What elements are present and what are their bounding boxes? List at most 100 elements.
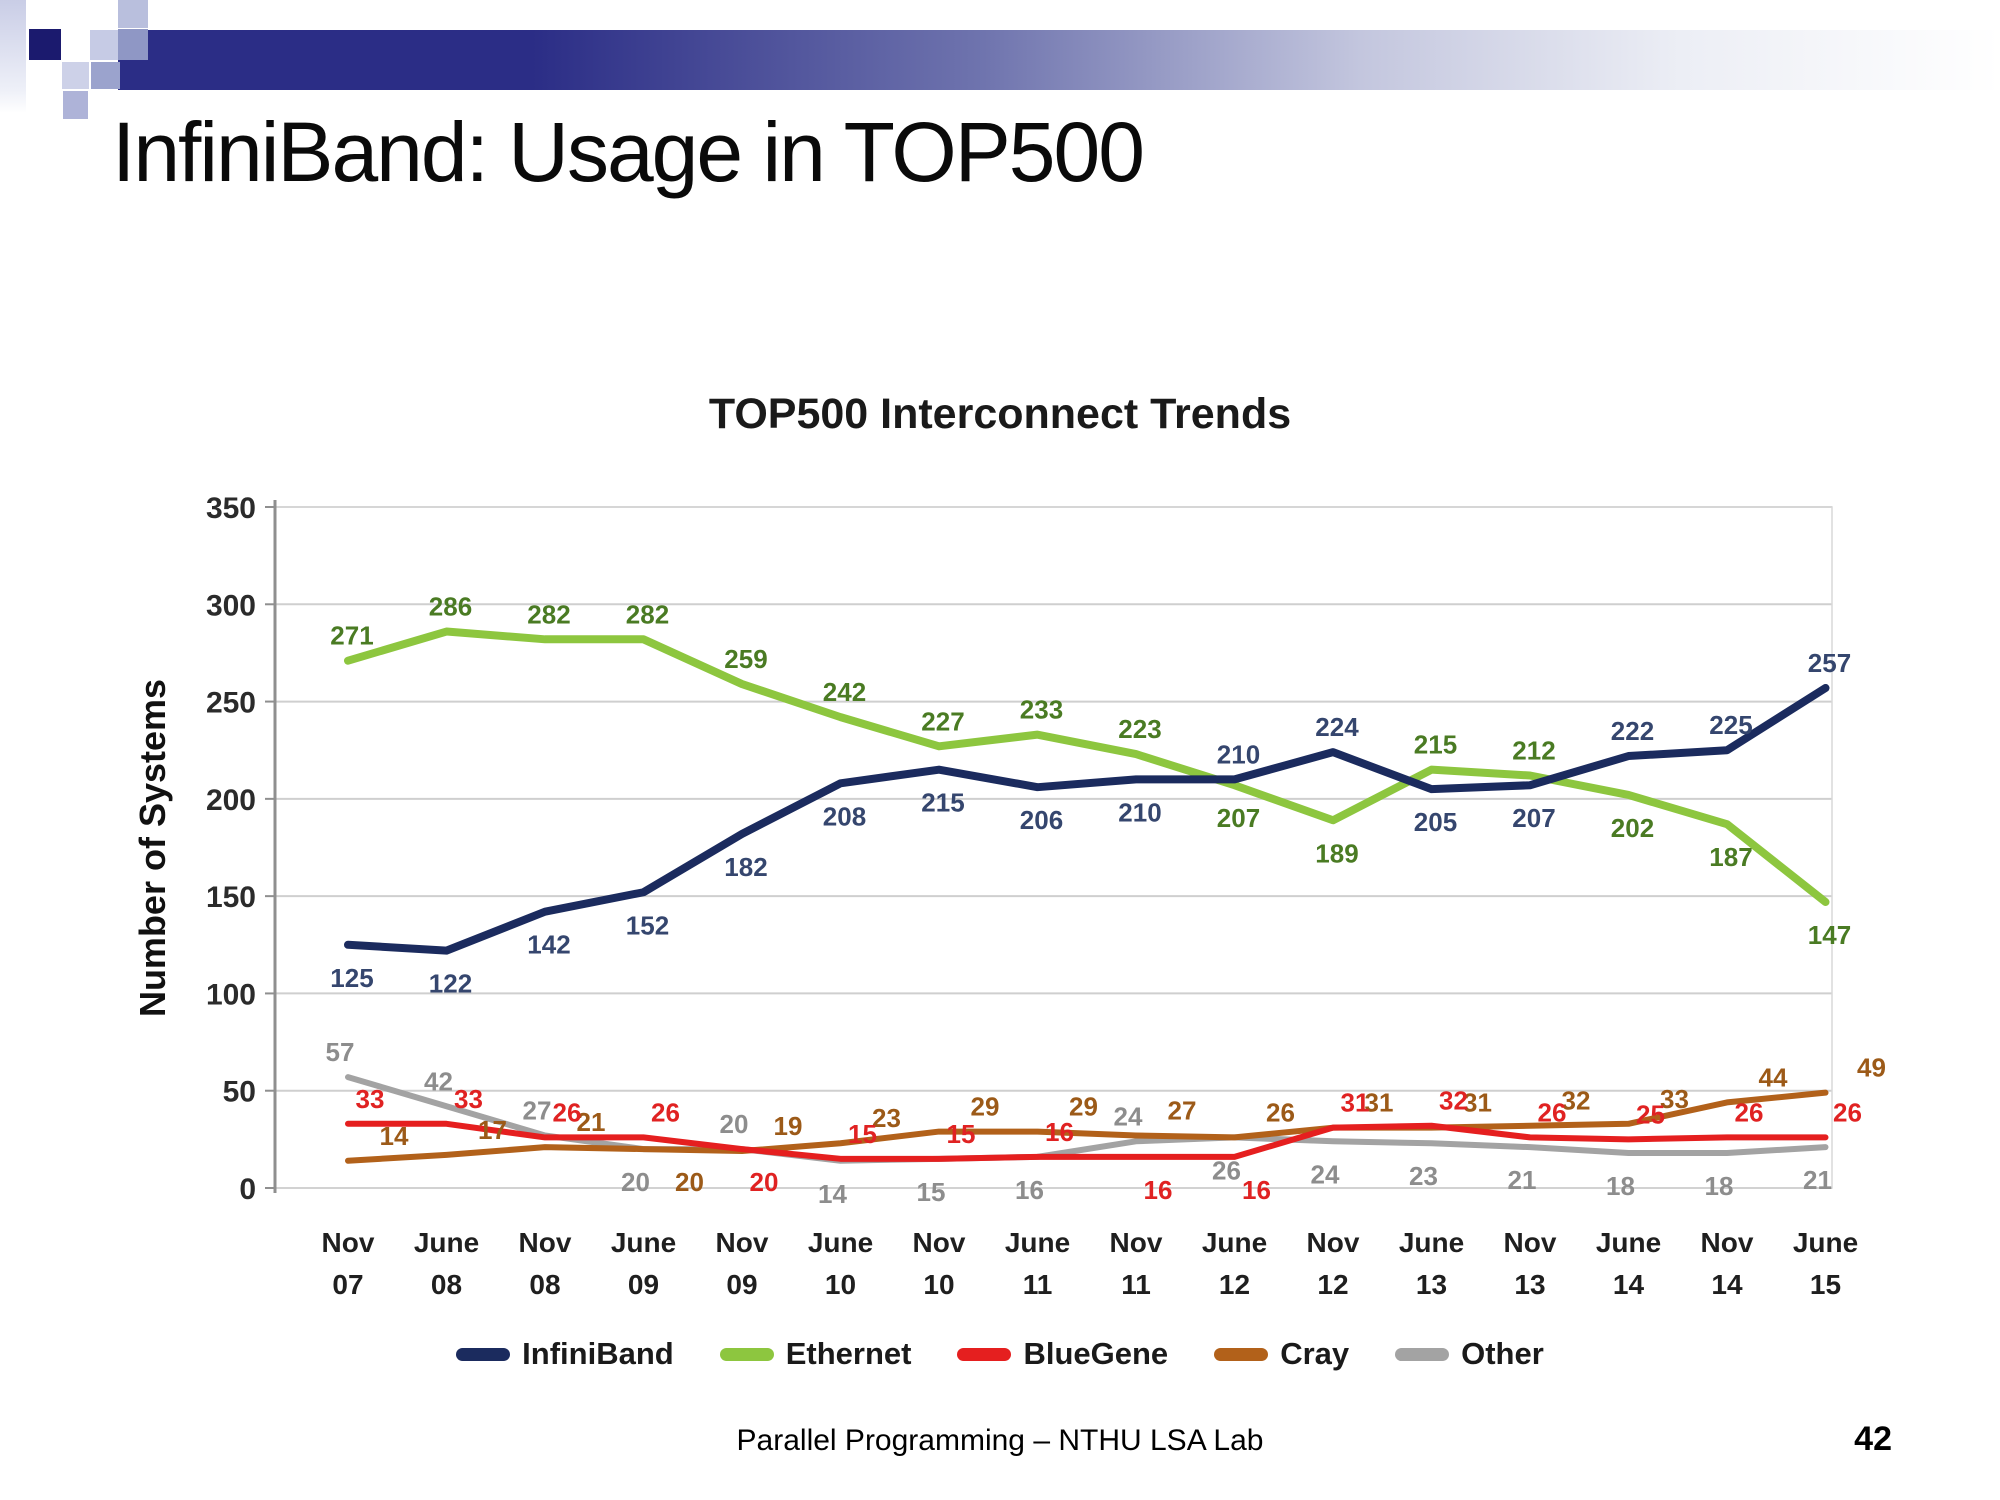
- legend-label: Other: [1461, 1336, 1544, 1371]
- data-label-Other: 18: [1705, 1171, 1734, 1201]
- data-label-Cray: 20: [675, 1167, 704, 1197]
- data-label-Other: 20: [621, 1167, 650, 1197]
- series-line-BlueGene: [345, 1120, 1829, 1162]
- x-tick-label: June 08: [414, 1227, 479, 1300]
- x-tick-label: June 14: [1596, 1227, 1661, 1300]
- y-tick-label: 250: [206, 687, 256, 720]
- data-label-Ethernet: 202: [1611, 813, 1654, 843]
- data-label-BlueGene: 16: [1045, 1117, 1074, 1147]
- decoration-square: [91, 62, 120, 89]
- data-label-Ethernet: 271: [330, 621, 373, 651]
- decoration-square: [63, 91, 88, 119]
- data-label-Cray: 44: [1759, 1062, 1788, 1092]
- series-line-InfiniBand: [344, 683, 1830, 955]
- data-label-Cray: 23: [872, 1103, 901, 1133]
- x-tick-label: Nov 08: [519, 1227, 572, 1300]
- y-tick-label: 300: [206, 589, 256, 622]
- data-label-InfiniBand: 142: [527, 930, 570, 960]
- x-tick-label: Nov 10: [913, 1227, 966, 1300]
- data-label-Cray: 19: [774, 1111, 803, 1141]
- data-label-BlueGene: 15: [947, 1119, 976, 1149]
- data-label-BlueGene: 33: [454, 1084, 483, 1114]
- data-label-Other: 16: [1015, 1175, 1044, 1205]
- page-number: 42: [1854, 1420, 1892, 1458]
- series-line-Cray: [345, 1089, 1829, 1164]
- data-label-InfiniBand: 257: [1808, 648, 1851, 678]
- data-label-Ethernet: 227: [921, 706, 964, 736]
- legend-swatch-icon: [957, 1347, 1012, 1361]
- data-label-BlueGene: 26: [1833, 1097, 1862, 1127]
- data-label-InfiniBand: 125: [330, 963, 373, 993]
- data-label-InfiniBand: 206: [1020, 805, 1063, 835]
- data-label-InfiniBand: 208: [823, 801, 866, 831]
- data-label-Ethernet: 189: [1315, 838, 1358, 868]
- data-label-BlueGene: 20: [750, 1167, 779, 1197]
- decoration-square: [90, 30, 120, 60]
- series-line-Ethernet: [344, 627, 1830, 906]
- data-label-Cray: 29: [1069, 1092, 1098, 1122]
- data-label-BlueGene: 26: [1735, 1097, 1764, 1127]
- x-tick-label: Nov 07: [322, 1227, 375, 1300]
- y-tick-label: 150: [206, 881, 256, 914]
- data-label-BlueGene: 32: [1439, 1086, 1468, 1116]
- data-label-InfiniBand: 122: [429, 969, 472, 999]
- data-label-BlueGene: 31: [1341, 1088, 1370, 1118]
- data-label-Other: 23: [1409, 1161, 1438, 1191]
- decoration-square: [118, 29, 148, 60]
- legend-item-BlueGene: BlueGene: [957, 1336, 1168, 1372]
- data-label-Cray: 49: [1857, 1053, 1886, 1083]
- data-label-Other: 26: [1212, 1155, 1241, 1185]
- decoration-square: [118, 0, 148, 28]
- footer-text: Parallel Programming – NTHU LSA Lab: [736, 1424, 1264, 1457]
- y-tick-label: 350: [206, 492, 256, 525]
- data-label-Other: 20: [720, 1109, 749, 1139]
- data-label-Other: 15: [917, 1177, 946, 1207]
- data-label-Ethernet: 223: [1118, 714, 1161, 744]
- data-label-Ethernet: 215: [1414, 730, 1457, 760]
- data-label-Cray: 26: [1266, 1097, 1295, 1127]
- chart-legend: InfiniBand Ethernet BlueGene Cray Other: [0, 1336, 2000, 1372]
- page-title: InfiniBand: Usage in TOP500: [112, 105, 1145, 199]
- data-label-Ethernet: 212: [1512, 736, 1555, 766]
- data-label-BlueGene: 26: [553, 1097, 582, 1127]
- plot-border: [274, 506, 1833, 1189]
- legend-label: BlueGene: [1023, 1336, 1169, 1371]
- data-label-Ethernet: 282: [527, 599, 570, 629]
- data-label-Cray: 33: [1660, 1084, 1689, 1114]
- legend-swatch-icon: [1214, 1347, 1269, 1361]
- x-tick-label: Nov 12: [1307, 1227, 1360, 1300]
- data-label-InfiniBand: 152: [626, 910, 669, 940]
- data-label-Other: 24: [1114, 1101, 1143, 1131]
- data-label-InfiniBand: 207: [1512, 803, 1555, 833]
- data-label-Other: 14: [818, 1179, 847, 1209]
- data-label-Ethernet: 233: [1020, 695, 1063, 725]
- data-label-Ethernet: 207: [1217, 803, 1260, 833]
- y-tick-label: 50: [223, 1076, 256, 1109]
- chart-title: TOP500 Interconnect Trends: [708, 390, 1292, 438]
- data-label-BlueGene: 16: [1242, 1175, 1271, 1205]
- data-label-InfiniBand: 224: [1315, 712, 1359, 742]
- data-label-InfiniBand: 210: [1118, 797, 1161, 827]
- x-tick-label: June 15: [1793, 1227, 1858, 1300]
- legend-item-Ethernet: Ethernet: [719, 1336, 911, 1372]
- data-label-Other: 42: [424, 1066, 453, 1096]
- title-banner: [118, 30, 2000, 90]
- y-tick-label: 200: [206, 784, 256, 817]
- data-label-Other: 18: [1606, 1171, 1635, 1201]
- decoration-square: [62, 62, 89, 89]
- data-label-Ethernet: 259: [724, 644, 767, 674]
- x-tick-label: June 09: [611, 1227, 676, 1300]
- data-label-InfiniBand: 225: [1709, 710, 1752, 740]
- data-label-Other: 27: [523, 1095, 552, 1125]
- data-label-InfiniBand: 215: [921, 788, 964, 818]
- y-tick-label: 0: [239, 1173, 256, 1206]
- data-label-BlueGene: 15: [848, 1119, 877, 1149]
- data-label-Other: 24: [1311, 1159, 1340, 1189]
- data-label-Cray: 31: [1365, 1088, 1394, 1118]
- legend-item-Other: Other: [1395, 1336, 1544, 1372]
- data-label-BlueGene: 25: [1636, 1099, 1665, 1129]
- data-label-BlueGene: 33: [356, 1084, 385, 1114]
- decoration-square: [29, 29, 61, 60]
- data-label-Other: 57: [326, 1037, 355, 1067]
